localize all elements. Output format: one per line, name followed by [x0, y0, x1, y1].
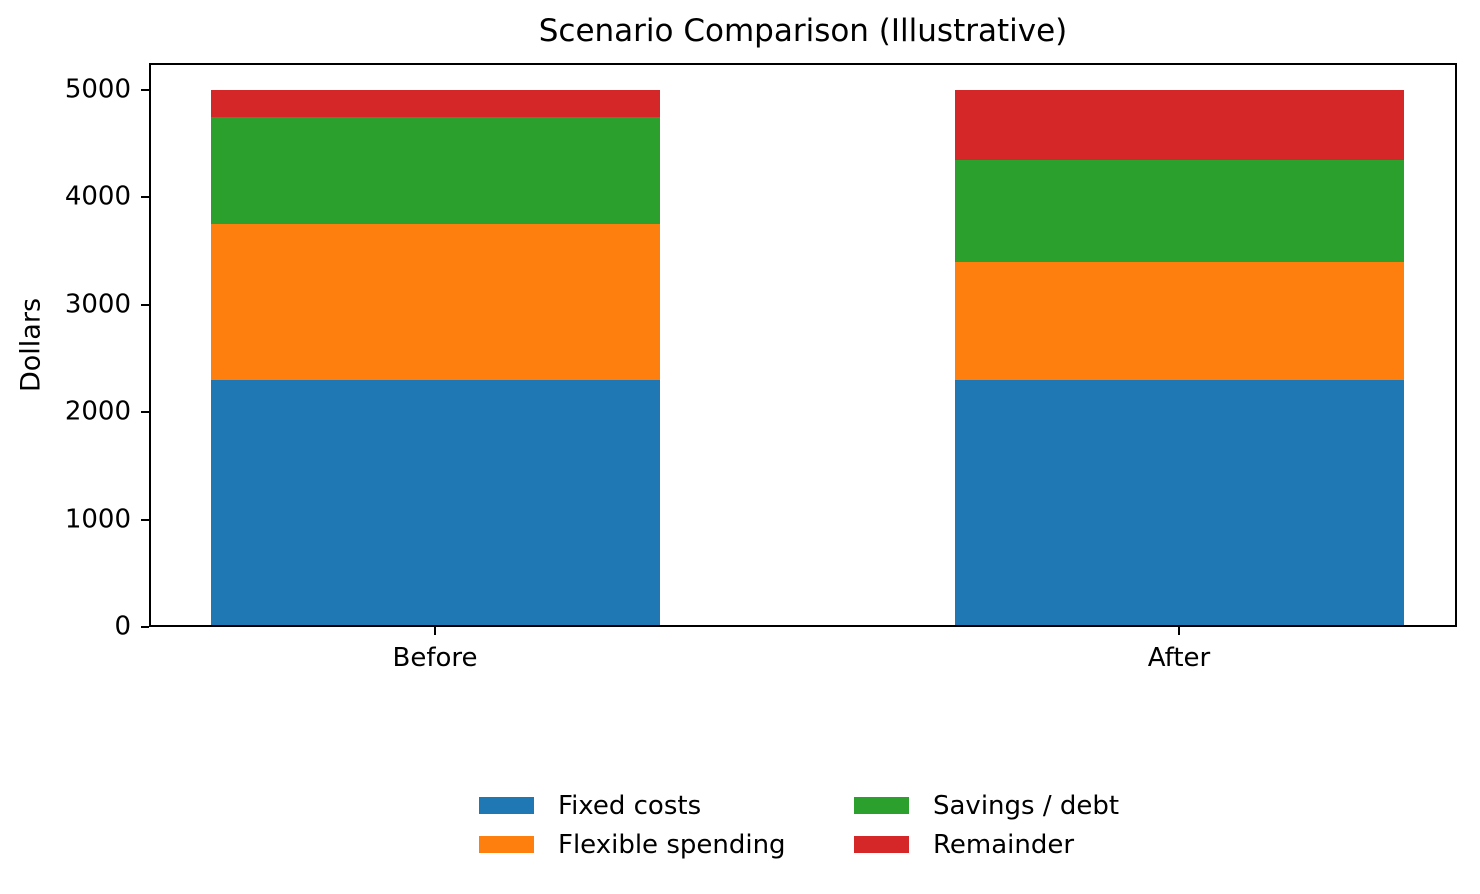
bar-segment-after-remainder [954, 89, 1404, 160]
stacked-bar-before [210, 89, 660, 627]
legend-item-fixed-costs: Fixed costs [479, 793, 701, 819]
plot-area: 0 1000 2000 3000 4000 5000 Before After [65, 63, 1457, 673]
bar-segment-before-savings-debt [210, 116, 660, 225]
y-tick-label: 2000 [64, 396, 131, 427]
legend-label: Flexible spending [558, 829, 786, 860]
bar-segment-after-savings-debt [954, 159, 1404, 262]
legend-swatch [479, 836, 534, 853]
legend-label: Savings / debt [933, 790, 1120, 821]
chart-title: Scenario Comparison (Illustrative) [538, 13, 1068, 49]
legend-item-flexible-spending: Flexible spending [479, 832, 786, 858]
y-tick-label: 4000 [64, 181, 131, 212]
bar-segment-before-remainder [210, 89, 660, 117]
legend-swatch [479, 797, 534, 814]
legend-item-savings-debt: Savings / debt [854, 793, 1119, 819]
x-tick-mark [434, 627, 436, 635]
legend-swatch [854, 797, 909, 814]
x-tick-mark [1178, 627, 1180, 635]
legend-swatch [854, 836, 909, 853]
legend-label: Remainder [933, 829, 1075, 860]
bar-segment-after-fixed-costs [954, 379, 1404, 627]
bar-segment-before-fixed-costs [210, 379, 660, 627]
y-tick-label: 0 [114, 611, 131, 642]
y-tick-mark [141, 626, 149, 628]
y-tick-label: 5000 [64, 74, 131, 105]
y-tick-mark [141, 196, 149, 199]
y-tick-mark [141, 88, 149, 91]
y-tick-label: 3000 [64, 289, 131, 320]
stacked-bar-after [954, 89, 1404, 627]
y-tick-mark [141, 518, 149, 521]
legend-item-remainder: Remainder [854, 832, 1074, 858]
y-axis-label: Dollars [15, 297, 47, 393]
legend-label: Fixed costs [558, 790, 702, 821]
y-tick-mark [141, 303, 149, 306]
y-tick-label: 1000 [64, 503, 131, 534]
y-tick-mark [141, 411, 149, 414]
bar-segment-after-flexible-spending [954, 261, 1404, 380]
x-tick-label-after: After [1147, 643, 1211, 673]
bar-segment-before-flexible-spending [210, 224, 660, 380]
x-tick-label-before: Before [392, 643, 478, 673]
